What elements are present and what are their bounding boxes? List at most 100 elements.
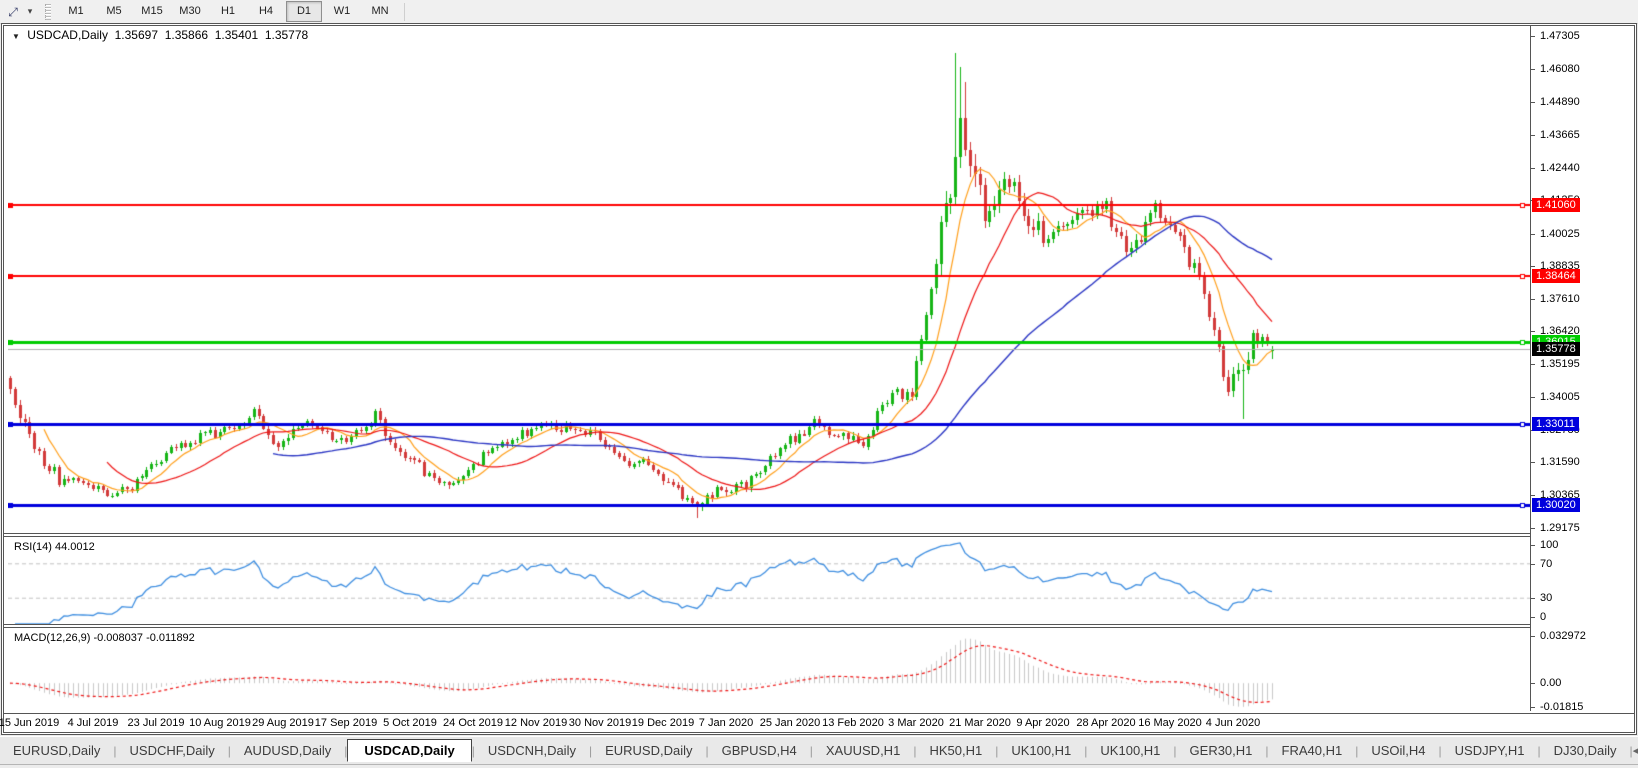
tab-usdcnh-daily[interactable]: USDCNH,Daily [487, 743, 576, 758]
price-tick-mark [1530, 234, 1535, 235]
tab-separator: | [113, 743, 117, 758]
tab-uk100-h1[interactable]: UK100,H1 [1011, 743, 1072, 758]
tab-audusd-daily[interactable]: AUDUSD,Daily [243, 743, 332, 758]
chart-window: ▼ USDCAD,Daily 1.35697 1.35866 1.35401 1… [0, 23, 1637, 735]
tab-gbpusd-h4[interactable]: GBPUSD,H4 [721, 743, 797, 758]
tab-eurusd-daily[interactable]: EURUSD,Daily [13, 743, 101, 758]
tab-fra40-h1[interactable]: FRA40,H1 [1281, 743, 1343, 758]
rsi-axis-label: 0 [1540, 611, 1547, 623]
tab-eurusd-daily[interactable]: EURUSD,Daily [605, 743, 693, 758]
rsi-tick-mark [1530, 563, 1535, 565]
timeframe-button-d1[interactable]: D1 [286, 1, 322, 22]
price-tick-mark [1530, 102, 1535, 103]
tab-usdjpy-h1[interactable]: USDJPY,H1 [1454, 743, 1525, 758]
caret-down-icon[interactable]: ▾ [27, 6, 33, 16]
price-tick-label: 1.36420 [1540, 325, 1580, 337]
date-label: 4 Jun 2020 [1205, 717, 1261, 729]
date-label: 5 Oct 2019 [383, 717, 437, 729]
date-label: 16 May 2020 [1138, 717, 1202, 729]
timeframe-button-m1[interactable]: M1 [68, 5, 84, 17]
date-label: 30 Nov 2019 [568, 717, 632, 729]
current-price-label: 1.35778 [1532, 342, 1580, 356]
timeframe-button-m15[interactable]: M15 [141, 5, 163, 17]
price-tick-mark [1530, 331, 1535, 332]
price-tick-mark [1530, 397, 1535, 398]
timeframe-button-m30[interactable]: M30 [179, 5, 201, 17]
tab-separator: | [995, 743, 999, 758]
date-label: 17 Sep 2019 [314, 717, 378, 729]
tab-separator: | [1084, 743, 1088, 758]
tab-ger30-h1[interactable]: GER30,H1 [1189, 743, 1253, 758]
price-tick-mark [1530, 135, 1535, 136]
tab-hk50-h1[interactable]: HK50,H1 [929, 743, 983, 758]
price-tick-label: 1.42440 [1540, 162, 1580, 174]
tab-separator: | [913, 743, 917, 758]
timeframe-buttons: M1 M5 M15 M30 H1 H4 D1 W1 MN [57, 1, 399, 22]
tab-separator: | [1537, 743, 1541, 758]
macd-axis-label: 0.00 [1540, 677, 1562, 690]
time-axis[interactable]: 15 Jun 2019 4 Jul 2019 23 Jul 2019 10 Aug 2… [0, 715, 1634, 732]
price-tick-mark [1530, 266, 1535, 267]
chart-cycle-icon[interactable]: ⤢ [8, 4, 18, 19]
date-label: 24 Oct 2019 [443, 717, 503, 729]
tab-separator: | [227, 743, 231, 758]
date-label: 12 Nov 2019 [504, 717, 568, 729]
price-tick-mark [1530, 69, 1535, 70]
macd-label: MACD(12,26,9) -0.008037 -0.011892 [14, 632, 195, 644]
toolbar-grip[interactable] [45, 3, 51, 20]
price-tick-label: 1.31590 [1540, 456, 1580, 468]
macd-canvas[interactable] [8, 629, 1530, 713]
rsi-axis-label: 30 [1540, 592, 1553, 605]
rsi-axis-label: 70 [1540, 557, 1553, 570]
price-tick-label: 1.46080 [1540, 63, 1580, 75]
symbol-label: USDCAD,Daily [27, 28, 108, 42]
price-tick-label: 1.44890 [1540, 96, 1580, 108]
timeframe-button-w1[interactable]: W1 [333, 5, 351, 17]
timeframe-button-m5[interactable]: M5 [106, 5, 122, 17]
main-canvas[interactable] [8, 26, 1530, 533]
symbol-dropdown-icon[interactable]: ▼ [12, 32, 20, 41]
price-axis-line [1530, 26, 1531, 711]
date-label: 23 Jul 2019 [127, 717, 185, 729]
tab-usdchf-daily[interactable]: USDCHF,Daily [129, 743, 215, 758]
toolbar-separator [404, 2, 405, 21]
tab-scroll-arrows[interactable]: ◂▸ [1633, 744, 1638, 757]
date-label: 29 Aug 2019 [252, 717, 314, 729]
price-line-label: 1.33011 [1532, 417, 1579, 431]
price-tick-mark [1530, 168, 1535, 169]
date-label: 7 Jan 2020 [698, 717, 754, 729]
price-line-label: 1.38464 [1532, 269, 1580, 283]
chart-title: ▼ USDCAD,Daily 1.35697 1.35866 1.35401 1… [12, 28, 308, 42]
tab-usdcad-daily[interactable]: USDCAD,Daily [347, 739, 472, 762]
ohlc-open: 1.35697 [114, 28, 159, 42]
price-tick-label: 1.40025 [1540, 228, 1580, 240]
timeframe-button-h4[interactable]: H4 [258, 5, 274, 17]
ohlc-high: 1.35866 [164, 28, 209, 42]
tab-separator: | [1173, 743, 1177, 758]
macd-tick-mark [1530, 707, 1535, 708]
tab-separator: | [588, 743, 593, 758]
tab-separator: | [1265, 743, 1269, 758]
tab-xauusd-h1[interactable]: XAUUSD,H1 [825, 743, 901, 758]
date-label: 15 Jun 2019 [0, 717, 60, 729]
tab-separator: | [1629, 743, 1633, 758]
tab-separator: | [705, 743, 709, 758]
timeframe-button-h1[interactable]: H1 [220, 5, 236, 17]
tab-uk100-h1[interactable]: UK100,H1 [1100, 743, 1161, 758]
price-tick-label: 1.43665 [1540, 129, 1580, 141]
price-axis[interactable]: 1.473051.460801.448901.436651.424401.412… [1530, 26, 1634, 713]
tab-usoil-h4[interactable]: USOil,H4 [1371, 743, 1426, 758]
price-tick-mark [1530, 462, 1535, 463]
pane-divider-rsi[interactable] [4, 533, 1634, 537]
rsi-canvas[interactable] [8, 538, 1530, 624]
date-label: 19 Dec 2019 [631, 717, 695, 729]
tab-scroll-left-icon[interactable]: ◂ [1633, 745, 1638, 757]
price-tick-mark [1530, 528, 1535, 529]
chart-tab-bar: EURUSD,Daily | USDCHF,Daily | AUDUSD,Daily | U… [0, 736, 1638, 765]
rsi-tick-mark [1530, 598, 1535, 600]
timeframe-button-mn[interactable]: MN [371, 5, 389, 17]
pane-divider-macd[interactable] [4, 624, 1634, 628]
tab-dj30-daily[interactable]: DJ30,Daily [1553, 743, 1617, 758]
price-tick-label: 1.37610 [1540, 293, 1580, 305]
rsi-tick-mark [1530, 545, 1535, 546]
